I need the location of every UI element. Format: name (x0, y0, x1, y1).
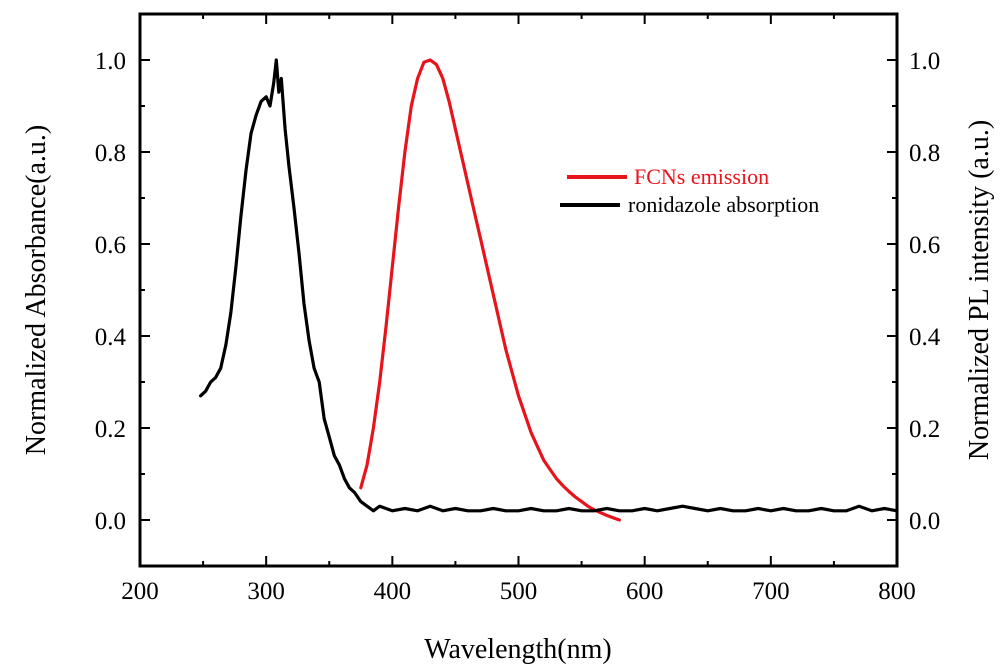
y-right-tick-label: 0.6 (909, 232, 940, 259)
x-tick-label: 600 (626, 578, 664, 605)
series-line-0 (359, 58, 622, 522)
x-tick-label: 300 (247, 578, 285, 605)
x-axis-title: Wavelength(nm) (424, 634, 611, 665)
x-tick-label: 700 (752, 578, 790, 605)
y-right-tick-label: 0.8 (909, 140, 940, 167)
y-left-tick-label: 0.2 (95, 416, 126, 443)
y-right-tick-label: 1.0 (909, 48, 940, 75)
y-right-tick-label: 0.0 (909, 508, 940, 535)
y-left-tick-label: 0.8 (95, 140, 126, 167)
y-left-tick-label: 0.0 (95, 508, 126, 535)
x-tick-label: 200 (121, 578, 159, 605)
left-y-axis-title: Normalized Absorbance(a.u.) (21, 125, 52, 455)
y-right-tick-label: 0.4 (909, 324, 941, 351)
y-left-tick-label: 0.4 (95, 324, 127, 351)
right-y-axis-title: Normalized PL intensity (a.u.) (964, 120, 995, 460)
legend-label-fcns: FCNs emission (634, 164, 769, 189)
y-left-tick-label: 0.6 (95, 232, 126, 259)
x-tick-label: 400 (374, 578, 412, 605)
legend: FCNs emission ronidazole absorption (560, 164, 819, 217)
series-line-1 (199, 58, 899, 513)
y-right-tick-label: 0.2 (909, 416, 940, 443)
plot-area (199, 58, 899, 522)
axis-ticks: 200 300 400 500 600 700 800 0.0 0.2 0.4 0.6 0.8 1.0 0… (95, 13, 941, 605)
legend-label-ronidazole: ronidazole absorption (628, 192, 819, 217)
y-left-tick-label: 1.0 (95, 48, 126, 75)
x-tick-label: 800 (878, 578, 916, 605)
x-tick-label: 500 (500, 578, 538, 605)
